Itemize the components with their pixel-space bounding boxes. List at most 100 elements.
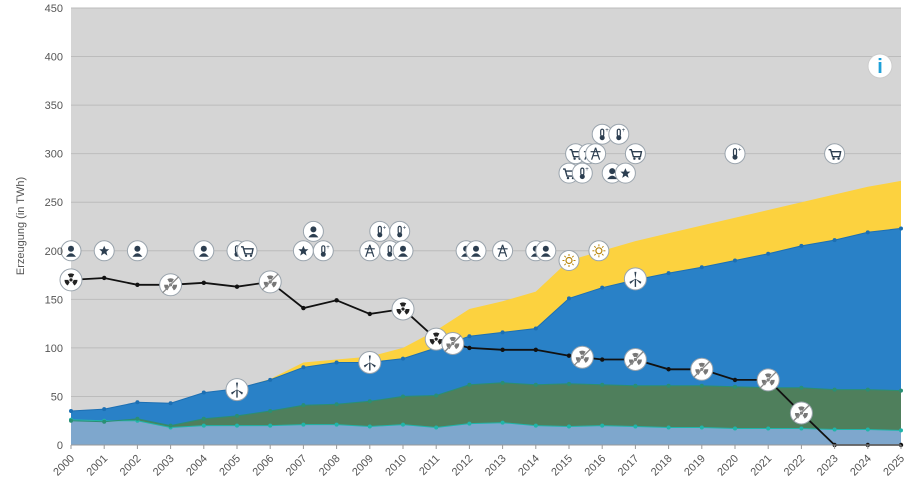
wind-icon[interactable]	[623, 267, 647, 291]
cart-icon[interactable]	[624, 143, 646, 165]
pylon-icon[interactable]	[492, 240, 514, 262]
thermometer-icon[interactable]: +	[608, 123, 630, 145]
nuclear-line-point[interactable]	[201, 280, 206, 286]
series-1-point[interactable]	[401, 422, 405, 427]
series-3-point[interactable]	[799, 243, 804, 248]
series-2-point[interactable]	[865, 387, 870, 392]
series-3-point[interactable]	[168, 401, 173, 406]
thermometer-icon[interactable]: +	[389, 220, 411, 242]
series-2-point[interactable]	[832, 387, 837, 392]
series-3-point[interactable]	[500, 330, 505, 335]
series-1-point[interactable]	[268, 423, 273, 428]
series-1-point[interactable]	[865, 427, 870, 432]
series-2-point[interactable]	[733, 384, 737, 389]
series-2-point[interactable]	[467, 382, 472, 387]
nuclear-line-point[interactable]	[732, 377, 738, 383]
series-2-point[interactable]	[500, 380, 505, 385]
nuclear-icon[interactable]	[59, 268, 83, 292]
person-icon[interactable]	[392, 240, 414, 262]
cart-icon[interactable]	[824, 143, 846, 165]
nuclear-line-point[interactable]	[566, 353, 572, 358]
series-1-point[interactable]	[832, 427, 837, 432]
series-3-point[interactable]	[401, 356, 405, 361]
series-2-point[interactable]	[401, 394, 405, 399]
wind-icon[interactable]	[358, 351, 382, 374]
series-3-point[interactable]	[699, 265, 704, 270]
series-2-point[interactable]	[69, 418, 73, 423]
series-2-point[interactable]	[334, 402, 339, 407]
series-3-point[interactable]	[533, 326, 538, 331]
series-2-point[interactable]	[699, 383, 704, 388]
pylon-icon[interactable]	[359, 240, 381, 262]
nuclear-icon[interactable]	[391, 297, 415, 321]
series-3-point[interactable]	[832, 238, 837, 243]
nuclear-line-point[interactable]	[234, 284, 240, 289]
person-icon[interactable]	[535, 240, 557, 262]
series-3-point[interactable]	[467, 334, 472, 339]
series-2-point[interactable]	[899, 388, 903, 393]
nuclear-line-point[interactable]	[600, 357, 605, 362]
cart-icon[interactable]	[236, 240, 258, 262]
nuclear-off-icon[interactable]	[623, 348, 647, 371]
series-3-point[interactable]	[334, 360, 339, 365]
series-1-point[interactable]	[334, 422, 339, 427]
series-1-point[interactable]	[367, 424, 372, 429]
nuclear-line-point[interactable]	[301, 305, 306, 311]
sun-icon[interactable]	[588, 240, 610, 262]
star-icon[interactable]	[93, 240, 115, 262]
nuclear-line-point[interactable]	[135, 282, 140, 287]
series-1-point[interactable]	[600, 423, 605, 428]
nuclear-off-icon[interactable]	[756, 368, 780, 392]
series-1-point[interactable]	[733, 426, 737, 431]
series-3-point[interactable]	[301, 365, 306, 370]
thermometer-icon[interactable]: +	[571, 162, 593, 184]
series-3-point[interactable]	[268, 377, 273, 382]
series-1-point[interactable]	[301, 422, 306, 427]
person-icon[interactable]	[193, 240, 215, 262]
series-2-point[interactable]	[301, 403, 306, 408]
sun-icon[interactable]	[558, 250, 580, 271]
series-1-point[interactable]	[799, 426, 804, 431]
nuclear-line-point[interactable]	[666, 367, 671, 372]
star-icon[interactable]	[292, 240, 314, 262]
nuclear-line-point[interactable]	[533, 347, 538, 353]
nuclear-icon[interactable]	[424, 327, 448, 351]
series-2-point[interactable]	[201, 416, 206, 421]
series-2-point[interactable]	[367, 399, 372, 404]
series-2-point[interactable]	[799, 385, 804, 390]
person-icon[interactable]	[302, 220, 324, 242]
nuclear-line-point[interactable]	[500, 347, 505, 353]
nuclear-line-point[interactable]	[334, 298, 339, 303]
series-3-point[interactable]	[733, 258, 737, 263]
nuclear-off-icon[interactable]	[570, 345, 594, 369]
series-2-point[interactable]	[235, 413, 239, 418]
series-1-point[interactable]	[766, 426, 771, 431]
series-2-point[interactable]	[434, 393, 439, 398]
series-2-point[interactable]	[268, 409, 273, 414]
info-button[interactable]: i	[867, 53, 893, 79]
series-2-point[interactable]	[168, 423, 173, 428]
series-1-point[interactable]	[500, 420, 505, 425]
thermometer-icon[interactable]: +	[724, 143, 746, 165]
nuclear-off-icon[interactable]	[690, 357, 714, 381]
pylon-icon[interactable]	[585, 143, 607, 165]
series-2-point[interactable]	[666, 383, 671, 388]
series-1-point[interactable]	[434, 425, 439, 430]
thermometer-icon[interactable]: +	[369, 220, 391, 242]
series-3-point[interactable]	[69, 409, 73, 414]
series-3-point[interactable]	[201, 390, 206, 395]
series-3-point[interactable]	[899, 226, 903, 231]
nuclear-line-point[interactable]	[367, 311, 372, 317]
nuclear-line-point[interactable]	[102, 275, 107, 281]
series-2-point[interactable]	[533, 382, 538, 387]
wind-icon[interactable]	[225, 378, 249, 402]
series-3-point[interactable]	[600, 285, 605, 290]
nuclear-off-icon[interactable]	[159, 273, 183, 297]
series-2-point[interactable]	[102, 419, 107, 424]
series-3-point[interactable]	[666, 271, 671, 276]
person-icon[interactable]	[126, 240, 148, 262]
nuclear-off-icon[interactable]	[441, 332, 465, 355]
series-1-point[interactable]	[201, 423, 206, 428]
person-icon[interactable]	[465, 240, 487, 262]
series-1-point[interactable]	[699, 425, 704, 430]
